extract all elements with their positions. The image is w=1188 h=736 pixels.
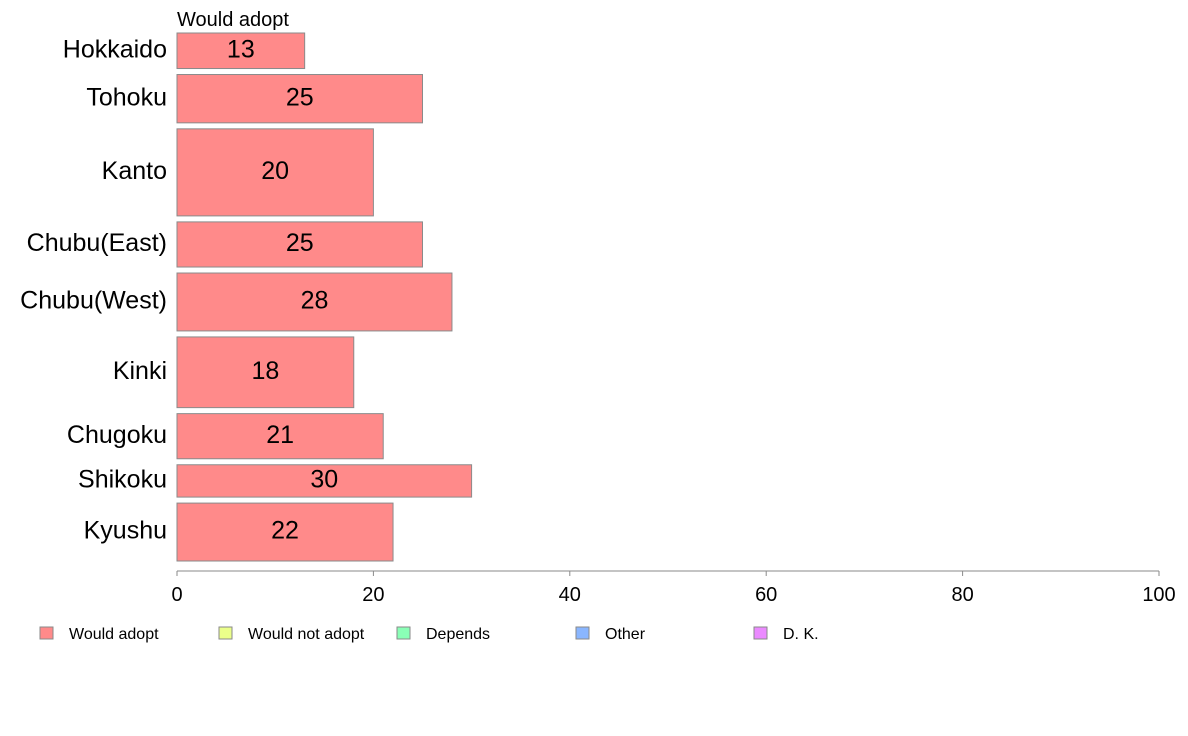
legend-label-would-not-adopt: Would not adopt xyxy=(248,626,365,643)
x-tick-label: 0 xyxy=(171,584,182,606)
column-header: Would adopt xyxy=(177,9,289,31)
legend: Would adopt Would not adopt Depends Other D.… xyxy=(39,626,819,643)
legend-label-would-adopt: Would adopt xyxy=(69,626,159,643)
bar-would-adopt-chubu-east xyxy=(176,221,423,268)
legend-swatch-other xyxy=(575,626,590,640)
category-label-chugoku: Chugoku xyxy=(67,421,167,449)
data-label-shikoku: 30 xyxy=(310,466,338,494)
legend-label-other: Other xyxy=(605,626,646,643)
category-label-chubu-west: Chubu(West) xyxy=(20,287,167,315)
legend-swatch-d-k xyxy=(753,626,768,640)
bar-would-adopt-hokkaido xyxy=(176,32,306,70)
category-label-hokkaido: Hokkaido xyxy=(63,35,167,63)
x-tick-label: 100 xyxy=(1142,584,1175,606)
category-label-shikoku: Shikoku xyxy=(78,466,167,494)
bar-would-adopt-kinki xyxy=(176,336,355,409)
data-label-kyushu: 22 xyxy=(271,517,299,545)
bar-would-adopt-chubu-west xyxy=(176,272,453,332)
data-label-chubu-west: 28 xyxy=(301,287,329,315)
bars-group: Hokkaido 13 Tohoku 25 Kanto 20 Chubu(East) 25 Ch… xyxy=(20,32,473,562)
category-label-kanto: Kanto xyxy=(102,157,167,185)
data-label-kanto: 20 xyxy=(261,157,289,185)
bar-would-adopt-shikoku xyxy=(176,464,473,498)
x-tick-label: 60 xyxy=(755,584,777,606)
legend-swatch-would-not-adopt xyxy=(218,626,233,640)
bar-would-adopt-chugoku xyxy=(176,413,384,460)
bar-would-adopt-kyushu xyxy=(176,502,394,562)
legend-label-d-k: D. K. xyxy=(783,626,819,643)
category-label-tohoku: Tohoku xyxy=(86,83,167,111)
legend-swatch-would-adopt xyxy=(39,626,54,640)
data-label-hokkaido: 13 xyxy=(227,35,255,63)
data-label-tohoku: 25 xyxy=(286,83,314,111)
bar-would-adopt-tohoku xyxy=(176,74,423,124)
x-tick-label: 80 xyxy=(951,584,973,606)
x-tick-label: 40 xyxy=(559,584,581,606)
x-tick-label: 20 xyxy=(362,584,384,606)
data-label-chugoku: 21 xyxy=(266,421,294,449)
data-label-chubu-east: 25 xyxy=(286,229,314,257)
category-label-chubu-east: Chubu(East) xyxy=(27,229,167,257)
x-axis: 0 20 40 60 80 100 xyxy=(171,570,1176,606)
data-label-kinki: 18 xyxy=(251,357,279,385)
legend-swatch-depends xyxy=(396,626,411,640)
category-label-kinki: Kinki xyxy=(113,357,167,385)
legend-label-depends: Depends xyxy=(426,626,490,643)
category-label-kyushu: Kyushu xyxy=(84,517,167,545)
bar-would-adopt-kanto xyxy=(176,128,374,217)
